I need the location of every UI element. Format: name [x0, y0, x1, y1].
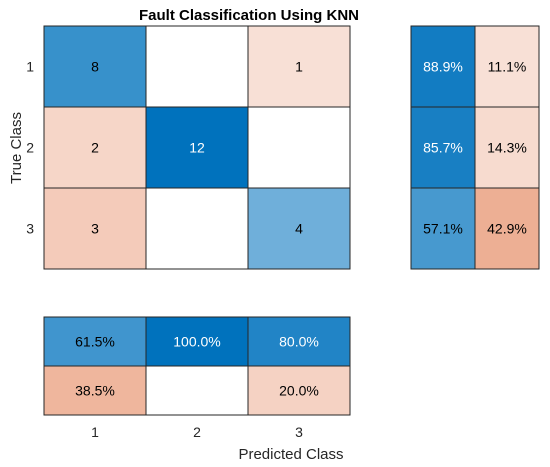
row-summary-incorrect-3 — [474, 187, 540, 270]
matrix-cell-2-1-label: 2 — [91, 140, 99, 156]
row-summary-correct-2-label: 85.7% — [423, 140, 463, 156]
col-summary-incorrect-2 — [145, 365, 249, 416]
x-axis-label: Predicted Class — [238, 446, 343, 463]
matrix-cell-2-2-label: 12 — [189, 140, 205, 156]
y-tick-label-3: 3 — [26, 221, 34, 237]
x-tick-label-1: 1 — [91, 424, 99, 440]
col-summary-correct-2-label: 100.0% — [173, 334, 220, 350]
y-axis-label: True Class — [8, 112, 25, 184]
matrix-cell-1-1-label: 8 — [91, 59, 99, 75]
matrix-cell-3-3 — [247, 187, 351, 270]
matrix-cell-3-3-label: 4 — [295, 221, 303, 237]
col-summary-incorrect-1-label: 38.5% — [75, 383, 115, 399]
row-summary-incorrect-1-label: 11.1% — [488, 59, 527, 75]
col-summary-incorrect-3 — [247, 365, 351, 416]
x-tick-label-2: 2 — [193, 424, 201, 440]
chart-title: Fault Classification Using KNN — [139, 7, 359, 24]
col-summary-correct-3-label: 80.0% — [279, 334, 319, 350]
matrix-cell-2-3 — [247, 106, 351, 189]
matrix-cell-1-2 — [145, 25, 249, 108]
col-summary-correct-3 — [247, 316, 351, 367]
x-tick-label-3: 3 — [295, 424, 303, 440]
matrix-cell-3-2 — [145, 187, 249, 270]
cells-layer: 8 12 123 488.9% 11.1%85.7% 14.3%57.1% 42.9%61.… — [43, 25, 540, 416]
matrix-cell-1-1 — [43, 25, 147, 108]
matrix-cell-3-1-label: 3 — [91, 221, 99, 237]
row-summary-incorrect-1 — [474, 25, 540, 108]
matrix-cell-3-1 — [43, 187, 147, 270]
row-summary-incorrect-2-label: 14.3% — [487, 140, 527, 156]
row-summary-incorrect-3-label: 42.9% — [487, 221, 527, 237]
row-summary-incorrect-2 — [474, 106, 540, 189]
col-summary-incorrect-3-label: 20.0% — [279, 383, 319, 399]
y-tick-label-2: 2 — [26, 140, 34, 156]
row-summary-correct-1-label: 88.9% — [423, 59, 463, 75]
matrix-cell-1-3 — [247, 25, 351, 108]
matrix-cell-2-1 — [43, 106, 147, 189]
col-summary-incorrect-1 — [43, 365, 147, 416]
row-summary-correct-3-label: 57.1% — [423, 221, 463, 237]
col-summary-correct-1-label: 61.5% — [75, 334, 115, 350]
y-tick-label-1: 1 — [26, 59, 34, 75]
matrix-cell-2-2 — [145, 106, 249, 189]
matrix-cell-1-3-label: 1 — [295, 59, 303, 75]
